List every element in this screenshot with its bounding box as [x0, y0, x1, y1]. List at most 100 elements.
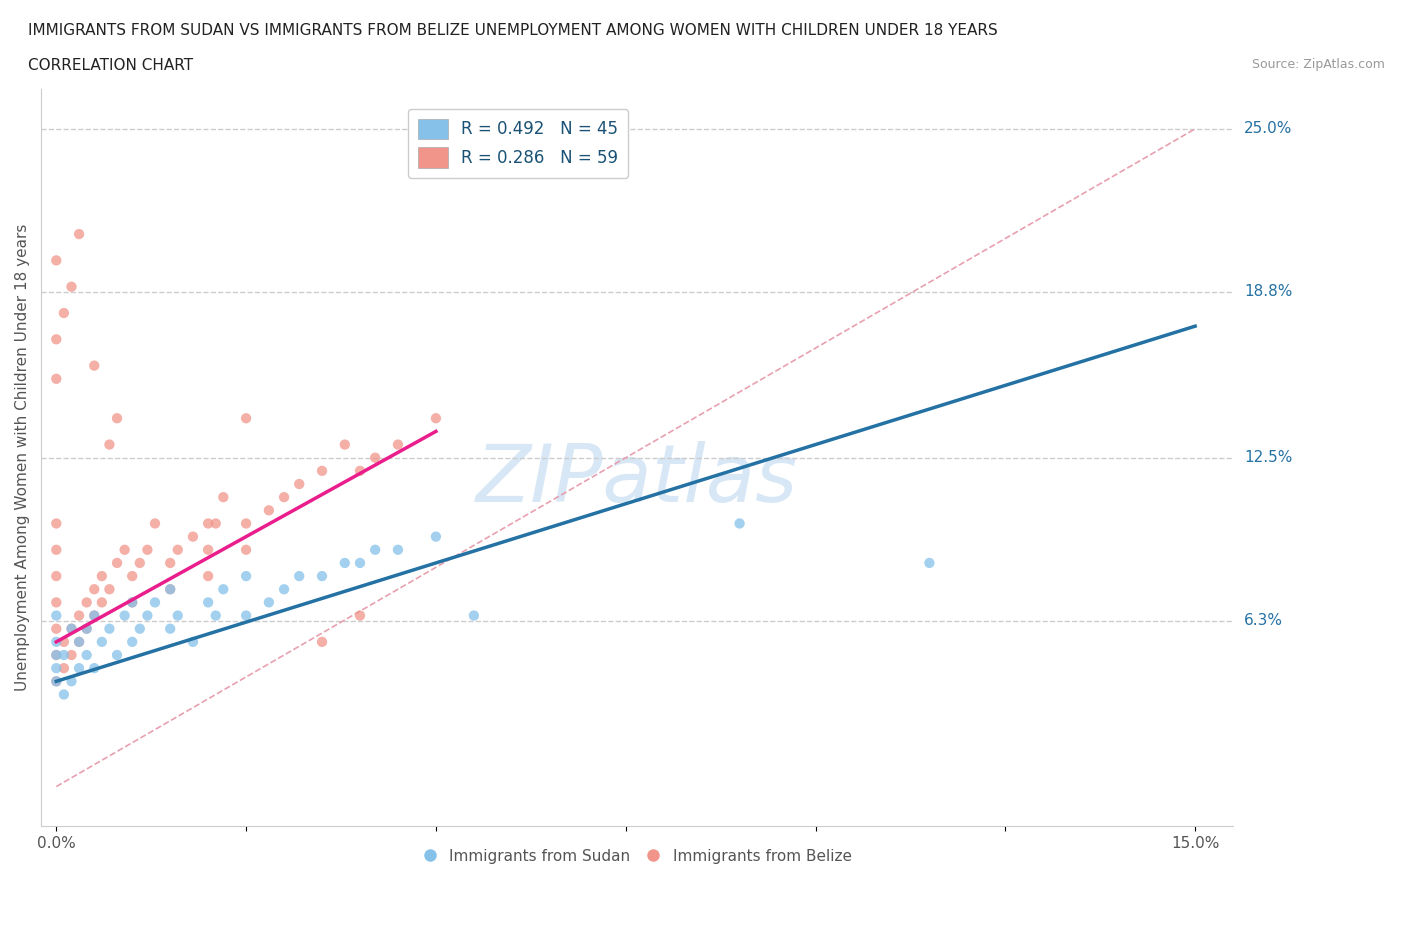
Point	[197, 516, 219, 531]
Point	[387, 437, 409, 452]
Point	[45, 674, 67, 689]
Point	[136, 542, 159, 557]
Point	[83, 358, 105, 373]
Point	[76, 595, 98, 610]
Point	[45, 568, 67, 583]
Point	[212, 490, 235, 505]
Point	[45, 595, 67, 610]
Point	[83, 660, 105, 675]
Point	[349, 608, 371, 623]
Point	[364, 542, 387, 557]
Point	[288, 568, 311, 583]
Point	[45, 621, 67, 636]
Point	[60, 621, 83, 636]
Point	[67, 634, 90, 649]
Point	[273, 490, 295, 505]
Point	[257, 595, 280, 610]
Point	[728, 516, 751, 531]
Legend: Immigrants from Sudan, Immigrants from Belize: Immigrants from Sudan, Immigrants from B…	[416, 843, 859, 870]
Point	[52, 306, 75, 321]
Point	[235, 542, 257, 557]
Point	[45, 253, 67, 268]
Point	[128, 555, 150, 570]
Point	[197, 542, 219, 557]
Point	[45, 608, 67, 623]
Point	[76, 647, 98, 662]
Point	[105, 555, 128, 570]
Point	[45, 647, 67, 662]
Point	[45, 674, 67, 689]
Point	[105, 647, 128, 662]
Point	[52, 687, 75, 702]
Point	[121, 595, 143, 610]
Point	[121, 595, 143, 610]
Point	[235, 411, 257, 426]
Point	[52, 660, 75, 675]
Y-axis label: Unemployment Among Women with Children Under 18 years: Unemployment Among Women with Children U…	[15, 224, 30, 691]
Point	[273, 582, 295, 597]
Point	[83, 608, 105, 623]
Point	[333, 437, 356, 452]
Point	[105, 411, 128, 426]
Point	[159, 621, 181, 636]
Point	[349, 463, 371, 478]
Point	[98, 621, 121, 636]
Point	[45, 542, 67, 557]
Point	[212, 582, 235, 597]
Point	[45, 634, 67, 649]
Point	[114, 608, 136, 623]
Point	[60, 621, 83, 636]
Point	[311, 568, 333, 583]
Point	[311, 634, 333, 649]
Point	[197, 568, 219, 583]
Point	[166, 542, 188, 557]
Point	[60, 279, 83, 294]
Point	[349, 555, 371, 570]
Point	[83, 608, 105, 623]
Point	[60, 674, 83, 689]
Point	[45, 371, 67, 386]
Point	[918, 555, 941, 570]
Point	[257, 503, 280, 518]
Text: 25.0%: 25.0%	[1244, 121, 1292, 137]
Point	[204, 608, 226, 623]
Text: Source: ZipAtlas.com: Source: ZipAtlas.com	[1251, 58, 1385, 71]
Point	[67, 634, 90, 649]
Point	[67, 660, 90, 675]
Point	[333, 555, 356, 570]
Point	[159, 582, 181, 597]
Point	[45, 647, 67, 662]
Point	[45, 660, 67, 675]
Point	[166, 608, 188, 623]
Point	[52, 647, 75, 662]
Point	[235, 568, 257, 583]
Point	[90, 634, 112, 649]
Point	[159, 582, 181, 597]
Point	[90, 568, 112, 583]
Point	[143, 516, 166, 531]
Point	[67, 227, 90, 242]
Point	[311, 463, 333, 478]
Point	[90, 595, 112, 610]
Point	[364, 450, 387, 465]
Point	[121, 634, 143, 649]
Point	[45, 332, 67, 347]
Point	[425, 529, 447, 544]
Point	[114, 542, 136, 557]
Point	[121, 568, 143, 583]
Point	[98, 437, 121, 452]
Text: 18.8%: 18.8%	[1244, 285, 1292, 299]
Point	[52, 634, 75, 649]
Point	[235, 608, 257, 623]
Point	[288, 476, 311, 491]
Point	[197, 595, 219, 610]
Point	[204, 516, 226, 531]
Point	[67, 608, 90, 623]
Point	[463, 608, 485, 623]
Point	[181, 529, 204, 544]
Point	[76, 621, 98, 636]
Point	[83, 582, 105, 597]
Point	[45, 516, 67, 531]
Point	[235, 516, 257, 531]
Point	[425, 411, 447, 426]
